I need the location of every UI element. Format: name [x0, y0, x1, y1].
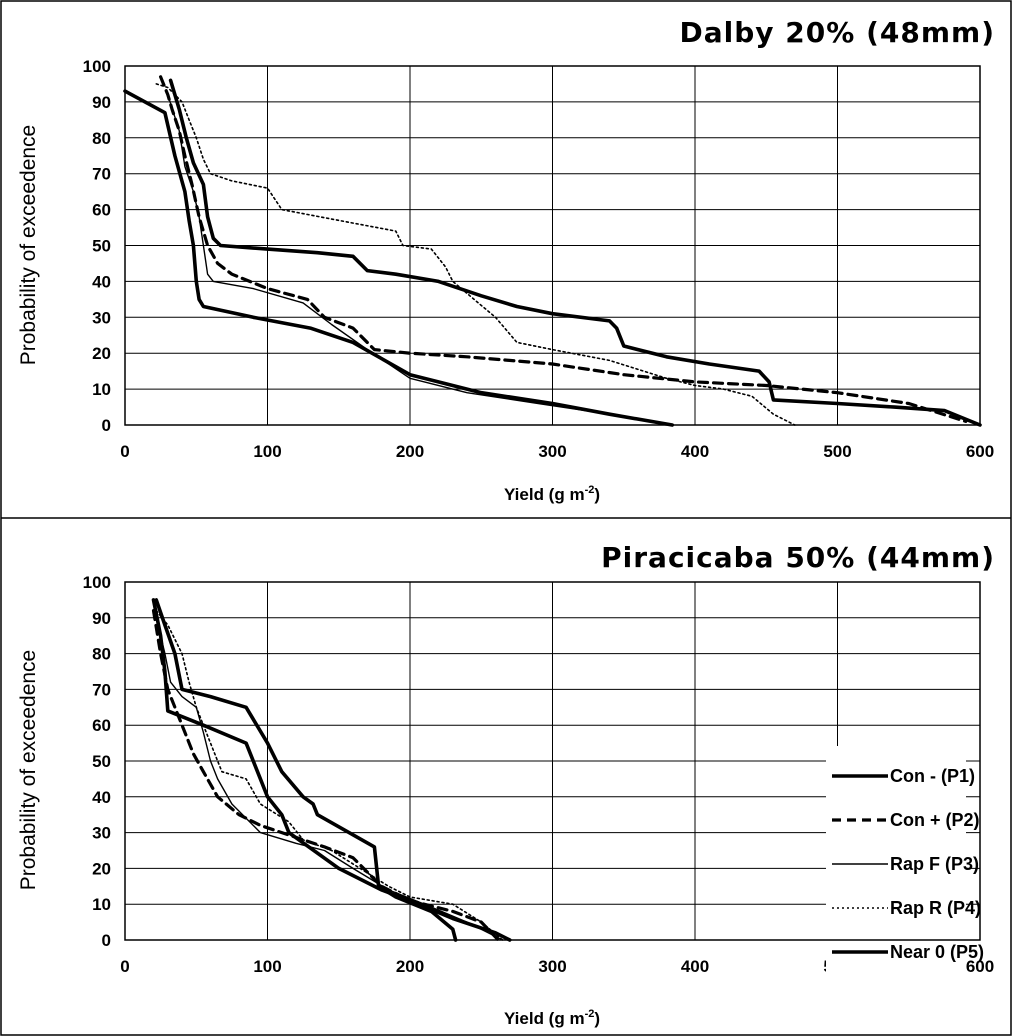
legend-label: Rap R (P4): [890, 898, 981, 918]
x-tick-label: 400: [681, 957, 709, 976]
y-tick-label: 100: [83, 57, 111, 76]
x-tick-label: 300: [538, 957, 566, 976]
x-axis-label-exponent: -2: [585, 1008, 595, 1020]
y-tick-label: 50: [92, 237, 111, 256]
x-tick-label: 100: [253, 442, 281, 461]
y-tick-label: 70: [92, 680, 111, 699]
chart-title: Piracicaba 50% (44mm): [601, 541, 995, 574]
series-line-5: [154, 598, 458, 942]
x-axis-label-close: ): [594, 485, 600, 504]
y-tick-label: 0: [102, 931, 111, 950]
x-axis-label-exponent: -2: [585, 484, 595, 496]
series-group: [123, 75, 982, 427]
series-line-2: [151, 609, 500, 942]
plot-frame: [124, 581, 981, 941]
tick-labels: 0 10 20 30 40 50 60 70 80 90 100 0 100 200 300 400 500 60…: [83, 57, 995, 461]
y-tick-label: 30: [92, 308, 111, 327]
series-line-1: [123, 89, 674, 427]
legend-label: Rap F (P3): [890, 854, 979, 874]
y-tick-label: 100: [83, 573, 111, 592]
chart-piracicaba: Piracicaba 50% (44mm) Probability of exc…: [17, 541, 995, 1028]
series-line-3: [155, 617, 504, 941]
chart-dalby: Dalby 20% (48mm) Probability of exceeden…: [17, 16, 995, 504]
y-tick-label: 30: [92, 824, 111, 843]
y-tick-label: 90: [92, 93, 111, 112]
x-axis-label: Yield (g m-2): [504, 484, 600, 504]
y-tick-label: 10: [92, 380, 111, 399]
series-line-3: [167, 94, 675, 426]
y-tick-label: 0: [102, 416, 111, 435]
y-tick-label: 70: [92, 165, 111, 184]
series-line-4: [155, 609, 504, 941]
legend-label: Near 0 (P5): [890, 942, 984, 962]
x-axis-label-text: Yield (g m: [504, 485, 585, 504]
y-tick-label: 60: [92, 201, 111, 220]
y-tick-label: 20: [92, 344, 111, 363]
x-tick-label: 400: [681, 442, 709, 461]
x-tick-label: 600: [966, 957, 994, 976]
x-tick-label: 0: [120, 957, 129, 976]
series-line-5: [168, 78, 982, 427]
plot-frame: [124, 65, 981, 426]
x-axis-label-text: Yield (g m: [504, 1009, 585, 1028]
series-group: [151, 598, 512, 942]
x-tick-label: 500: [823, 442, 851, 461]
y-tick-label: 80: [92, 645, 111, 664]
y-tick-label: 20: [92, 859, 111, 878]
x-axis-label-close: ): [594, 1009, 600, 1028]
x-tick-label: 600: [966, 442, 994, 461]
y-tick-label: 10: [92, 895, 111, 914]
chart-title: Dalby 20% (48mm): [680, 16, 995, 49]
y-axis-label: Probability of exceedence: [17, 650, 40, 891]
x-tick-label: 100: [253, 957, 281, 976]
y-tick-label: 40: [92, 272, 111, 291]
legend-label: Con + (P2): [890, 810, 980, 830]
series-line-2: [159, 75, 968, 423]
y-tick-label: 50: [92, 752, 111, 771]
x-tick-label: 200: [396, 442, 424, 461]
x-tick-label: 200: [396, 957, 424, 976]
series-line-4: [155, 83, 796, 426]
y-tick-label: 90: [92, 609, 111, 628]
y-axis-label: Probability of exceedence: [17, 125, 40, 366]
x-axis-label: Yield (g m-2): [504, 1008, 600, 1028]
legend-label: Con - (P1): [890, 766, 975, 786]
legend-background: [826, 746, 966, 984]
y-tick-label: 60: [92, 716, 111, 735]
tick-labels: 0102030405060708090100010020030040050060…: [83, 573, 995, 976]
y-tick-label: 40: [92, 788, 111, 807]
x-tick-label: 0: [120, 442, 129, 461]
y-tick-label: 80: [92, 129, 111, 148]
legend: Con - (P1) Con + (P2) Rap F (P3) Rap R (P4)…: [826, 746, 984, 984]
x-tick-label: 300: [538, 442, 566, 461]
